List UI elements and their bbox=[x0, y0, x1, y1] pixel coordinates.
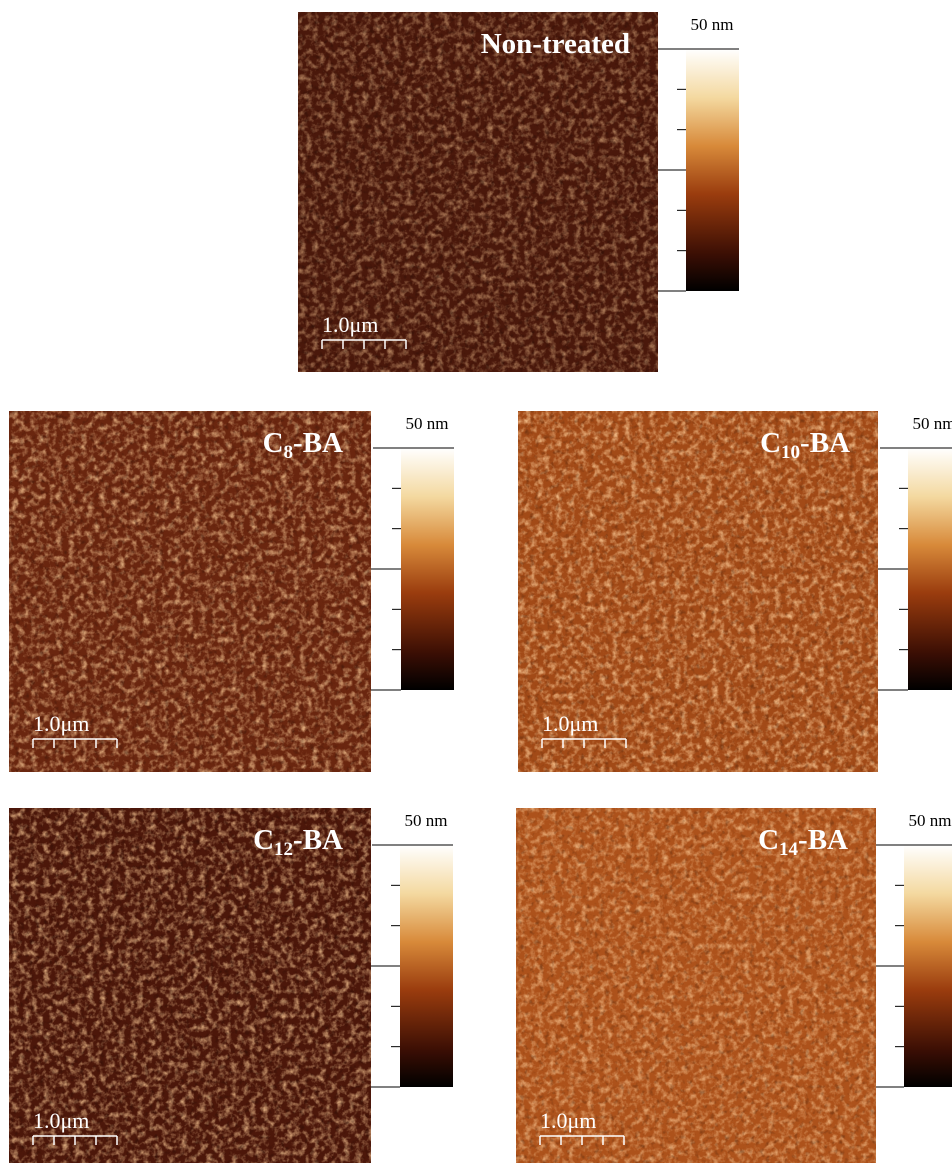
title-prefix: C bbox=[758, 824, 779, 856]
afm-panel: C12-BA 1.0μm 50 nm bbox=[9, 808, 453, 1163]
title-prefix: C bbox=[253, 824, 274, 856]
afm-figure: Non-treated1.0μm50 nmC8-BA1.0μm50 nmC10-… bbox=[0, 0, 952, 1163]
title-suffix: -BA bbox=[293, 427, 343, 459]
title-subscript: 10 bbox=[781, 442, 800, 463]
afm-panel: C14-BA 1.0μm 50 nm bbox=[516, 808, 952, 1163]
scale-bar-label: 1.0μm bbox=[540, 1108, 596, 1133]
afm-panel: Non-treated 1.0μm 50 nm bbox=[298, 12, 739, 372]
panel-title: C8-BA bbox=[263, 427, 343, 463]
colorbar-label: 50 nm bbox=[405, 811, 448, 830]
panel-title: C14-BA bbox=[758, 824, 848, 860]
colorbar bbox=[908, 448, 952, 690]
colorbar-label: 50 nm bbox=[913, 414, 952, 433]
title-prefix: C bbox=[760, 427, 781, 459]
title-prefix: Non-treated bbox=[481, 28, 630, 60]
colorbar-label: 50 nm bbox=[909, 811, 952, 830]
scale-bar-label: 1.0μm bbox=[542, 711, 598, 736]
title-subscript: 14 bbox=[779, 839, 799, 860]
afm-panel: C8-BA 1.0μm 50 nm bbox=[9, 411, 454, 772]
panel-title: C12-BA bbox=[253, 824, 343, 860]
title-suffix: -BA bbox=[800, 427, 850, 459]
panel-title: C10-BA bbox=[760, 427, 850, 463]
scale-bar-label: 1.0μm bbox=[322, 312, 378, 337]
scale-bar-label: 1.0μm bbox=[33, 711, 89, 736]
colorbar bbox=[400, 845, 453, 1087]
colorbar-label: 50 nm bbox=[406, 414, 449, 433]
afm-panel: C10-BA 1.0μm 50 nm bbox=[518, 411, 952, 772]
title-suffix: -BA bbox=[293, 824, 343, 856]
colorbar-label: 50 nm bbox=[691, 15, 734, 34]
scale-bar-label: 1.0μm bbox=[33, 1108, 89, 1133]
title-prefix: C bbox=[263, 427, 284, 459]
title-subscript: 8 bbox=[284, 442, 294, 463]
colorbar bbox=[904, 845, 952, 1087]
colorbar bbox=[401, 448, 454, 690]
title-suffix: -BA bbox=[798, 824, 848, 856]
page: Non-treated1.0μm50 nmC8-BA1.0μm50 nmC10-… bbox=[0, 0, 952, 1163]
colorbar bbox=[686, 49, 739, 291]
title-subscript: 12 bbox=[274, 839, 293, 860]
panel-title: Non-treated bbox=[481, 28, 630, 60]
